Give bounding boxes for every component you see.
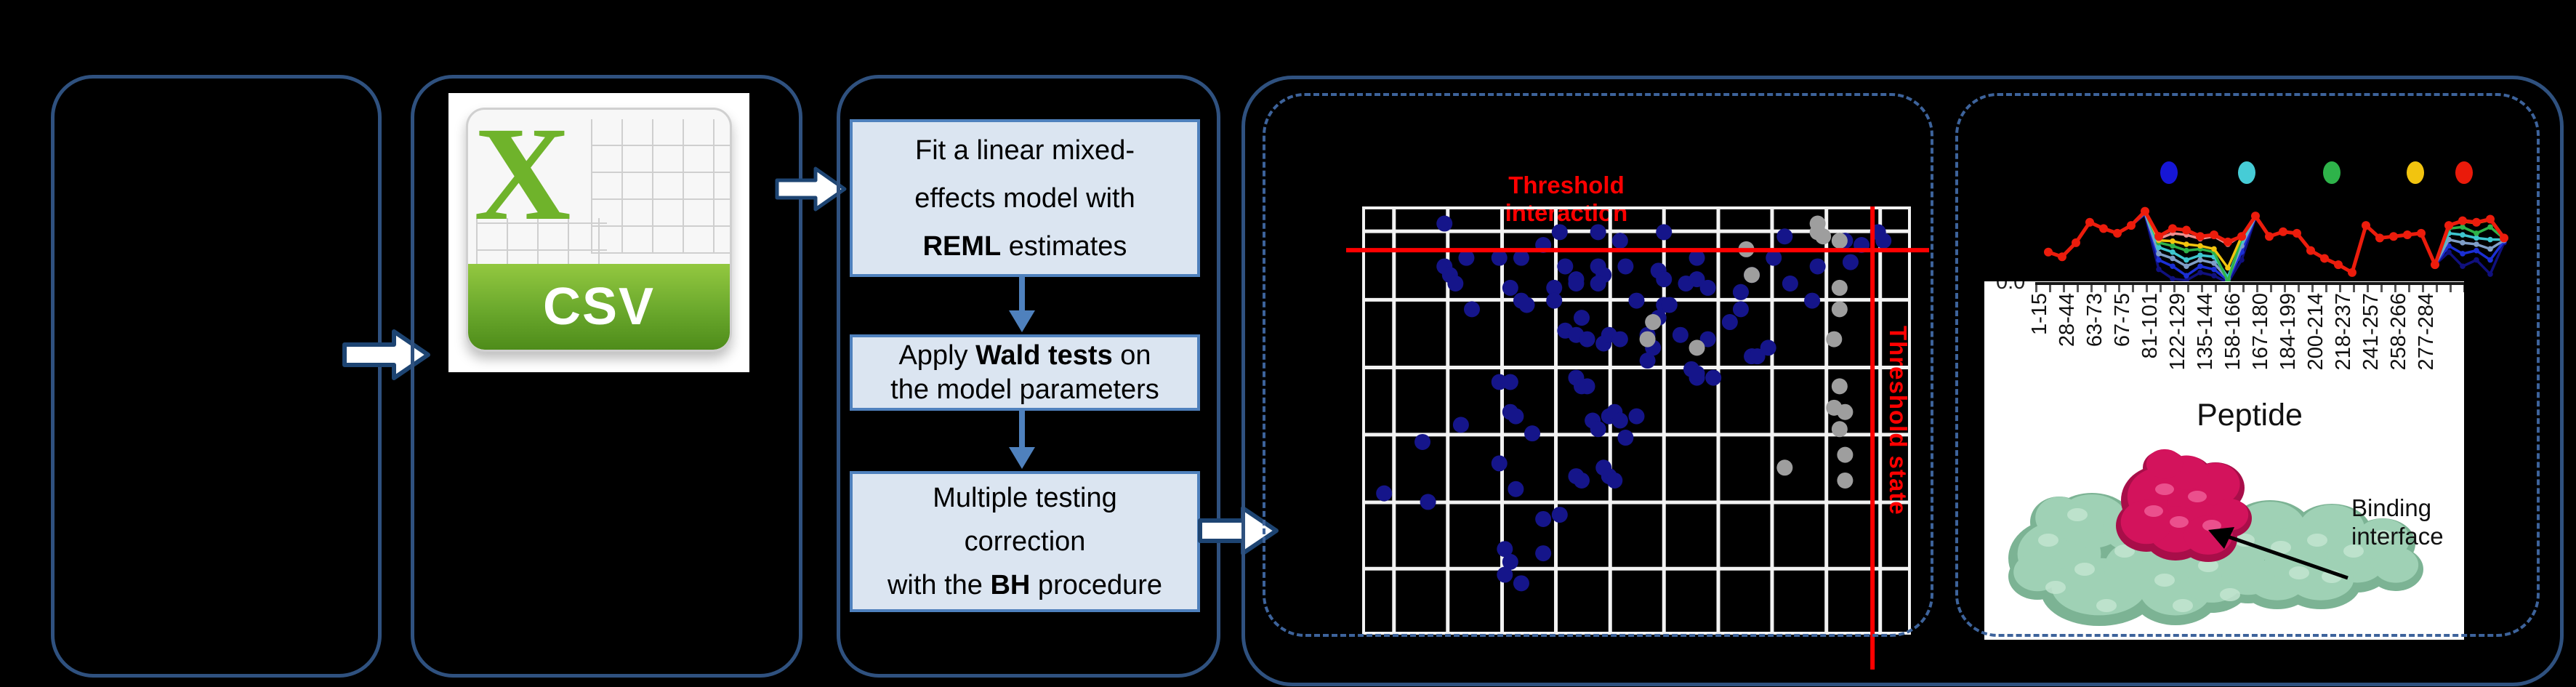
x-tick-label: 67-75 (2111, 293, 2134, 347)
x-tick-label: 241-257 (2359, 293, 2383, 371)
x-tick-label: 63-73 (2083, 293, 2106, 347)
x-tick-label: 158-166 (2221, 293, 2245, 371)
legend-dot-icon (2407, 161, 2424, 184)
annotation-arrow-icon (2208, 527, 2348, 580)
input-panel (51, 75, 382, 678)
flow-step-wald: Apply Wald tests on the model parameters (850, 334, 1200, 411)
csv-file-image: X CSV (448, 93, 749, 372)
flow-step-line: the model parameters (890, 374, 1159, 405)
csv-band: CSV (468, 264, 730, 350)
threshold-state-label: Threshold state (1885, 326, 1912, 515)
csv-x-letter: X (474, 108, 571, 249)
flow-step-line: Apply Wald tests on (898, 340, 1151, 371)
x-tick-label: 1-15 (2028, 293, 2051, 336)
csv-file-icon: X CSV (466, 108, 732, 352)
flow-step-line: Multiple testing (933, 483, 1117, 513)
volcano-svg (1346, 206, 1929, 670)
flow-step-line: effects model with (914, 182, 1135, 214)
x-tick-label: 200-214 (2304, 293, 2327, 371)
volcano-plot (1346, 206, 1929, 670)
x-tick-label: 167-180 (2249, 293, 2272, 371)
x-tick-label: 28-44 (2056, 293, 2079, 347)
x-tick-label: 184-199 (2277, 293, 2300, 371)
x-tick-label: 122-129 (2166, 293, 2189, 371)
protein-structure-image (2008, 449, 2423, 626)
legend-dot-icon (2160, 161, 2178, 184)
x-tick-label: 258-266 (2387, 293, 2410, 371)
uptake-chart (2044, 206, 2508, 286)
flow-step-bh: Multiple testing correction with the BH pr… (850, 471, 1200, 612)
legend-dot-icon (2323, 161, 2340, 184)
results-outer-panel (1241, 76, 2564, 686)
flow-step-line: REML estimates (922, 230, 1127, 262)
binding-interface-label: Binding interface (2351, 494, 2444, 550)
uptake-axis-area: 0.0 1-15 28-44 63-73 67-75 81-101 122-129 135-… (1984, 281, 2464, 640)
legend-dot-icon (2238, 161, 2255, 184)
volcano-title: Threshold interaction (1505, 172, 1628, 226)
x-axis-title: Peptide (2197, 398, 2303, 433)
flow-step-line: with the BH procedure (887, 570, 1163, 600)
x-axis-line (2035, 282, 2464, 285)
csv-grid (591, 119, 730, 254)
flow-down-arrow-icon (1009, 274, 1035, 332)
x-tick-label: 218-237 (2332, 293, 2355, 371)
flow-step-line: Fit a linear mixed- (915, 134, 1135, 166)
legend-dot-icon (2455, 161, 2473, 184)
x-tick-label: 81-101 (2138, 293, 2162, 359)
flow-step-line: correction (964, 526, 1086, 557)
csv-label: CSV (542, 278, 656, 336)
workflow-panel (837, 75, 1220, 678)
block-arrow-icon (775, 166, 847, 212)
csv-panel (411, 75, 802, 678)
y-zero-label: 0.0 (1996, 281, 2026, 294)
flow-down-arrow-icon (1009, 408, 1035, 469)
x-tick-label: 135-144 (2194, 293, 2217, 371)
x-tick-label: 277-284 (2415, 293, 2438, 371)
flow-step-reml: Fit a linear mixed-effects model with REM… (850, 119, 1200, 277)
x-axis-ticks (2035, 285, 2464, 292)
